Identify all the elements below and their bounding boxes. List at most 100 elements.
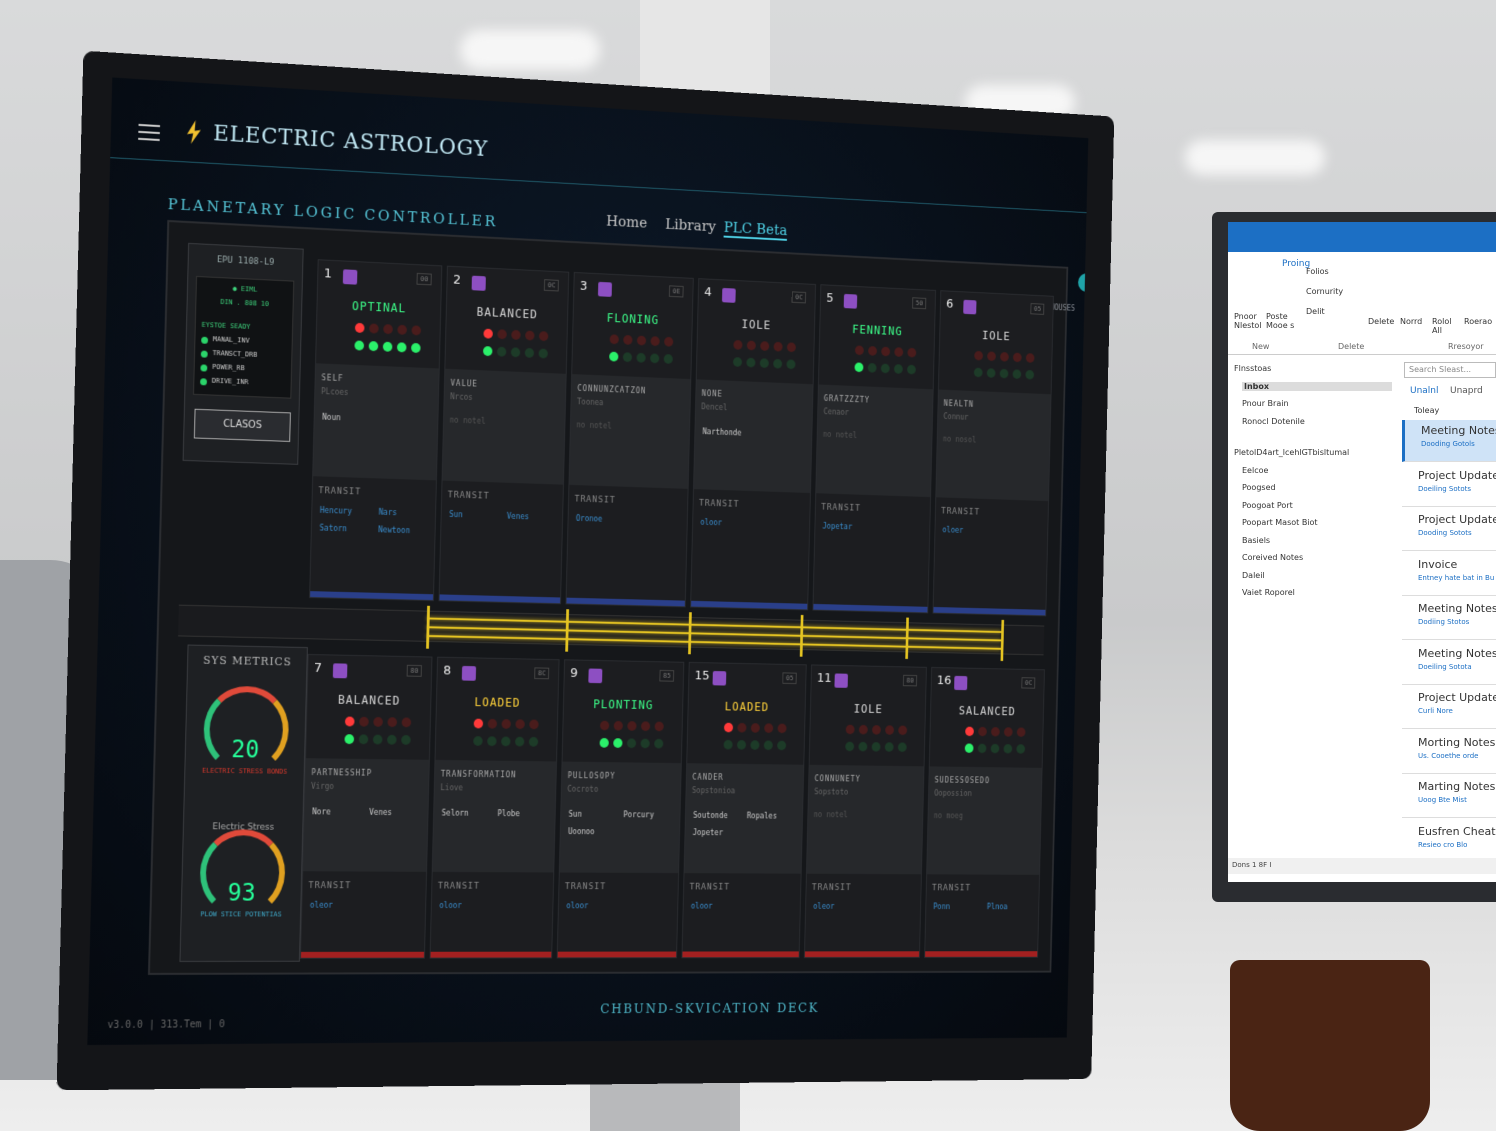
message-subject: Meeting Notes [1418, 646, 1496, 660]
card-code: 50 [912, 297, 927, 310]
ribbon-item[interactable]: Poste Mooe s [1266, 312, 1295, 330]
card-footer-bar [439, 594, 561, 604]
led [786, 359, 796, 370]
menu-icon[interactable] [138, 123, 161, 142]
folder[interactable]: Ronocl Dotenile [1242, 416, 1305, 426]
sign-name: Dencel [701, 402, 728, 413]
card-number: 7 [313, 660, 323, 676]
led [1016, 744, 1026, 754]
ribbon-group: New [1252, 342, 1270, 351]
message[interactable]: Project Update Dooding Sotots [1402, 509, 1496, 551]
folder[interactable]: Poopart Masot Biot [1242, 518, 1318, 527]
message-from: Dooding Gotols [1421, 440, 1475, 448]
message[interactable]: Meeting Notes Dooding Gotols [1402, 420, 1496, 462]
led [845, 724, 855, 735]
led [737, 722, 747, 733]
led [359, 716, 369, 727]
folder[interactable]: PletolD4art_lcehlGTbisltumal [1234, 448, 1350, 457]
ribbon-item[interactable]: Pnoor Nlestol [1234, 312, 1262, 330]
sign-name: PLcoes [320, 387, 349, 398]
card-status: FLONING [606, 311, 660, 327]
unit-item: MANAL_INV [212, 335, 250, 345]
transit: oloer [942, 525, 964, 535]
led [884, 742, 894, 752]
led [858, 724, 868, 735]
led [613, 720, 623, 731]
ribbon-tab[interactable]: Gend Ffeclome [1332, 259, 1400, 269]
led [514, 736, 525, 747]
nav-link[interactable]: Home [606, 212, 648, 232]
ribbon-tab[interactable]: Ooonoo [1412, 259, 1447, 269]
card-note: no notel [576, 420, 612, 431]
message[interactable]: Project Update Doeiling Sotots [1402, 465, 1496, 507]
folder[interactable]: Poogoat Port [1242, 500, 1293, 510]
sign-icon [963, 299, 977, 315]
message[interactable]: Meeting Notes Doeiling Sotota [1402, 643, 1496, 685]
led [473, 736, 483, 746]
list-tab[interactable]: Unalnl [1410, 386, 1439, 396]
folder[interactable]: Basiels [1242, 535, 1271, 545]
message-subject: Invoice [1418, 557, 1458, 571]
card-note: no moeg [933, 811, 964, 821]
ribbon-item[interactable]: Delit [1306, 307, 1325, 316]
message[interactable]: Project Update Curli Nore [1402, 687, 1496, 729]
sign-name: Nrcos [450, 392, 473, 402]
card-number: 6 [945, 297, 954, 312]
card-number: 11 [816, 671, 832, 686]
message-from: Doeiling Sotota [1418, 662, 1472, 671]
message[interactable]: Eusfren Cheatic Resieo cro Blo [1402, 821, 1496, 863]
ribbon-item[interactable]: Norrd [1400, 317, 1423, 326]
ribbon-tab[interactable]: File [1242, 259, 1258, 269]
transit: Hencury [319, 505, 353, 516]
nav-link[interactable]: PLC Beta [723, 218, 788, 241]
planet: Selorn [441, 808, 469, 818]
led [524, 347, 535, 358]
transit-label: TRANSIT [821, 502, 861, 514]
status-led [201, 336, 209, 344]
message[interactable]: Invoice Entney hate bat in Bu [1402, 554, 1496, 596]
search-box[interactable]: Search Sleast... [1404, 362, 1496, 378]
card-footer-bar [691, 600, 808, 610]
folder[interactable]: Pnour Brain [1242, 399, 1289, 408]
ribbon-item[interactable]: Roerao [1464, 317, 1493, 326]
ribbon-item[interactable]: Folios [1306, 267, 1329, 276]
message[interactable]: Meeting Notes Dodiing Stotos [1402, 598, 1496, 640]
card-status: IOLE [853, 702, 883, 716]
ribbon-item[interactable]: Delete [1368, 317, 1395, 326]
transit: oloor [439, 901, 462, 910]
planet: Ropales [746, 811, 778, 821]
house-card: 2 0C BALANCED VALUE Nrcos no notel TRANSIT Sun V… [438, 265, 570, 605]
sign-icon [461, 665, 477, 681]
led [664, 336, 674, 347]
led [482, 346, 493, 357]
list-tab[interactable]: Unaprd [1450, 386, 1483, 396]
ribbon-item[interactable]: Cornurity [1306, 287, 1344, 296]
folder[interactable]: Flnsstoas [1234, 364, 1272, 373]
card-code: 00 [416, 272, 433, 286]
ribbon-item[interactable]: Rolol All [1432, 317, 1452, 335]
folder[interactable]: Poogsed [1242, 483, 1276, 492]
transit-label: TRANSIT [689, 882, 731, 893]
led [777, 740, 787, 751]
ribbon-tab[interactable]: Proing [1278, 256, 1315, 272]
folder[interactable]: Coreived Notes [1242, 553, 1304, 562]
unit-button[interactable]: CLASOS [193, 408, 291, 442]
message[interactable]: Marting Notes Uoog Bte Mist [1402, 776, 1496, 818]
led [907, 347, 917, 358]
sign-icon [954, 675, 968, 691]
folder[interactable]: Vaiet Roporel [1242, 588, 1295, 597]
nav-link[interactable]: Library [665, 215, 717, 236]
card-code: 8C [534, 667, 550, 680]
led [736, 740, 747, 750]
led [358, 734, 369, 745]
ribbon-tab[interactable]: Halp [1452, 259, 1473, 269]
bus-line [426, 617, 1002, 633]
transit: Plnoa [986, 902, 1008, 912]
led [344, 716, 355, 727]
folder[interactable]: Eelcoe [1242, 465, 1269, 475]
folder[interactable]: Inbox [1242, 381, 1392, 391]
message[interactable]: Morting Notes Us. Cooethe orde [1402, 732, 1496, 774]
card-status: PLONTING [593, 697, 654, 712]
folder[interactable]: Daleil [1242, 570, 1265, 580]
avatar[interactable] [1077, 272, 1089, 293]
